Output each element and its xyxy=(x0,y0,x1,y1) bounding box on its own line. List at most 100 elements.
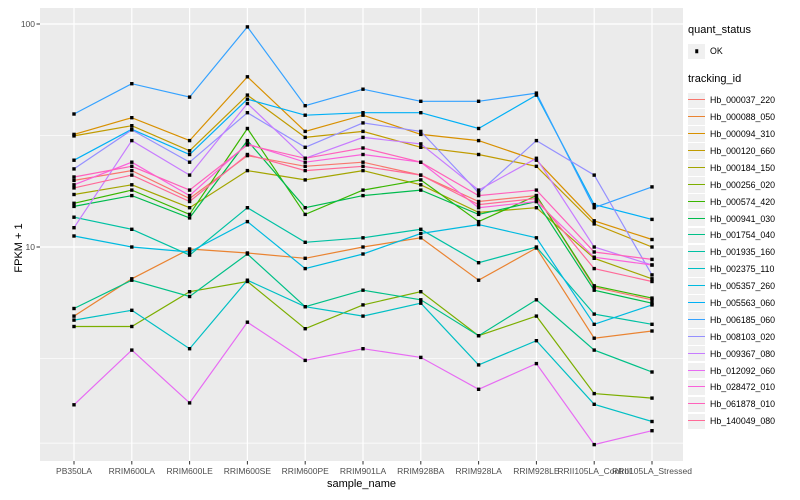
data-point xyxy=(187,95,192,99)
data-point xyxy=(592,442,596,447)
legend-line-icon xyxy=(688,99,705,101)
data-point xyxy=(592,173,596,177)
y-tick-label: 10 xyxy=(25,242,35,252)
legend-item-label: Hb_006185_060 xyxy=(710,314,776,325)
data-point xyxy=(130,124,134,128)
data-point xyxy=(245,206,250,210)
gridlines xyxy=(40,8,683,461)
legend-line-icon xyxy=(688,420,705,422)
data-point xyxy=(650,303,654,307)
data-point xyxy=(72,234,76,238)
data-point xyxy=(361,113,365,117)
data-point xyxy=(72,167,76,171)
legend-item-Hb_001935_160: Hb_001935_160 xyxy=(688,244,798,261)
legend-item-Hb_061878_010: Hb_061878_010 xyxy=(688,396,798,413)
data-point xyxy=(245,75,250,79)
legend-item-Hb_009367_080: Hb_009367_080 xyxy=(688,345,798,362)
data-point xyxy=(419,231,423,236)
data-point xyxy=(476,278,481,282)
legend-item-Hb_140049_080: Hb_140049_080 xyxy=(688,413,798,430)
legend-item-Hb_002375_110: Hb_002375_110 xyxy=(688,261,798,278)
data-point xyxy=(650,322,654,326)
legend-item-label: Hb_000256_020 xyxy=(710,179,776,190)
data-point xyxy=(419,178,423,182)
data-point xyxy=(245,252,250,256)
legend-key-box xyxy=(688,379,705,396)
data-point xyxy=(592,202,596,207)
data-point xyxy=(419,132,423,137)
data-point xyxy=(72,306,76,311)
legend-key-box xyxy=(688,177,705,193)
data-point xyxy=(361,168,365,173)
data-point xyxy=(650,263,654,267)
legend-line-icon xyxy=(688,150,705,151)
data-point xyxy=(476,202,481,207)
data-point xyxy=(592,336,596,340)
legend-line-icon xyxy=(688,352,705,354)
legend-key-box xyxy=(688,312,705,328)
data-point xyxy=(303,256,307,260)
data-point xyxy=(303,135,307,140)
data-point xyxy=(130,193,134,198)
data-point xyxy=(361,188,365,192)
data-point xyxy=(187,347,192,351)
data-point xyxy=(419,301,423,305)
data-point xyxy=(650,419,654,424)
legend-key-box xyxy=(688,295,705,311)
data-point xyxy=(361,129,365,134)
data-point xyxy=(419,290,423,294)
legend-item-Hb_005563_060: Hb_005563_060 xyxy=(688,295,798,312)
data-point xyxy=(476,152,481,157)
data-point xyxy=(187,160,192,164)
data-point xyxy=(419,298,423,302)
data-point xyxy=(187,247,192,251)
data-point xyxy=(130,160,134,164)
legend-item-label: Hb_140049_080 xyxy=(710,416,776,427)
data-point xyxy=(534,138,539,143)
data-point xyxy=(72,226,76,230)
data-point xyxy=(592,391,596,396)
data-point xyxy=(187,212,192,217)
legend-item-label: Hb_012092_060 xyxy=(710,365,776,376)
legend-item-Hb_028472_010: Hb_028472_010 xyxy=(688,379,798,396)
data-point xyxy=(361,314,365,318)
data-point xyxy=(361,347,365,351)
data-point xyxy=(303,240,307,244)
data-point xyxy=(476,261,481,265)
legend-key-box xyxy=(688,362,705,379)
data-point xyxy=(476,334,481,338)
legend-key-box xyxy=(688,345,705,362)
legend-line-icon xyxy=(688,302,705,304)
data-point xyxy=(534,188,539,192)
data-point xyxy=(476,387,481,391)
data-point xyxy=(187,216,192,220)
data-point xyxy=(72,183,76,187)
legend-item-label: Hb_000574_420 xyxy=(710,196,776,207)
data-point xyxy=(592,245,596,249)
data-point xyxy=(130,348,134,352)
x-tick-label: RRIM928LA xyxy=(455,466,502,476)
data-point xyxy=(476,219,481,224)
data-point xyxy=(592,250,596,254)
legend-line-icon xyxy=(688,133,705,135)
legend-line-icon xyxy=(688,369,705,371)
data-point xyxy=(245,320,250,324)
data-point xyxy=(361,288,365,292)
legend-item-label: Hb_002375_110 xyxy=(710,264,775,275)
data-point xyxy=(534,199,539,204)
data-point xyxy=(476,193,481,198)
legend-item-Hb_000120_660: Hb_000120_660 xyxy=(688,143,798,160)
data-point xyxy=(245,168,250,173)
legend-item-label: OK xyxy=(710,46,723,57)
data-point xyxy=(72,134,76,138)
legend-key-box xyxy=(688,227,705,244)
data-point xyxy=(592,348,596,352)
legend-item-Hb_005357_260: Hb_005357_260 xyxy=(688,278,798,295)
data-point xyxy=(650,279,654,284)
data-point xyxy=(361,160,365,164)
x-tick-label: RRIM928BA xyxy=(397,466,445,476)
data-point xyxy=(361,245,365,249)
data-point xyxy=(245,219,250,224)
data-point xyxy=(303,358,307,363)
x-tick-label: RRIM600LE xyxy=(166,466,213,476)
